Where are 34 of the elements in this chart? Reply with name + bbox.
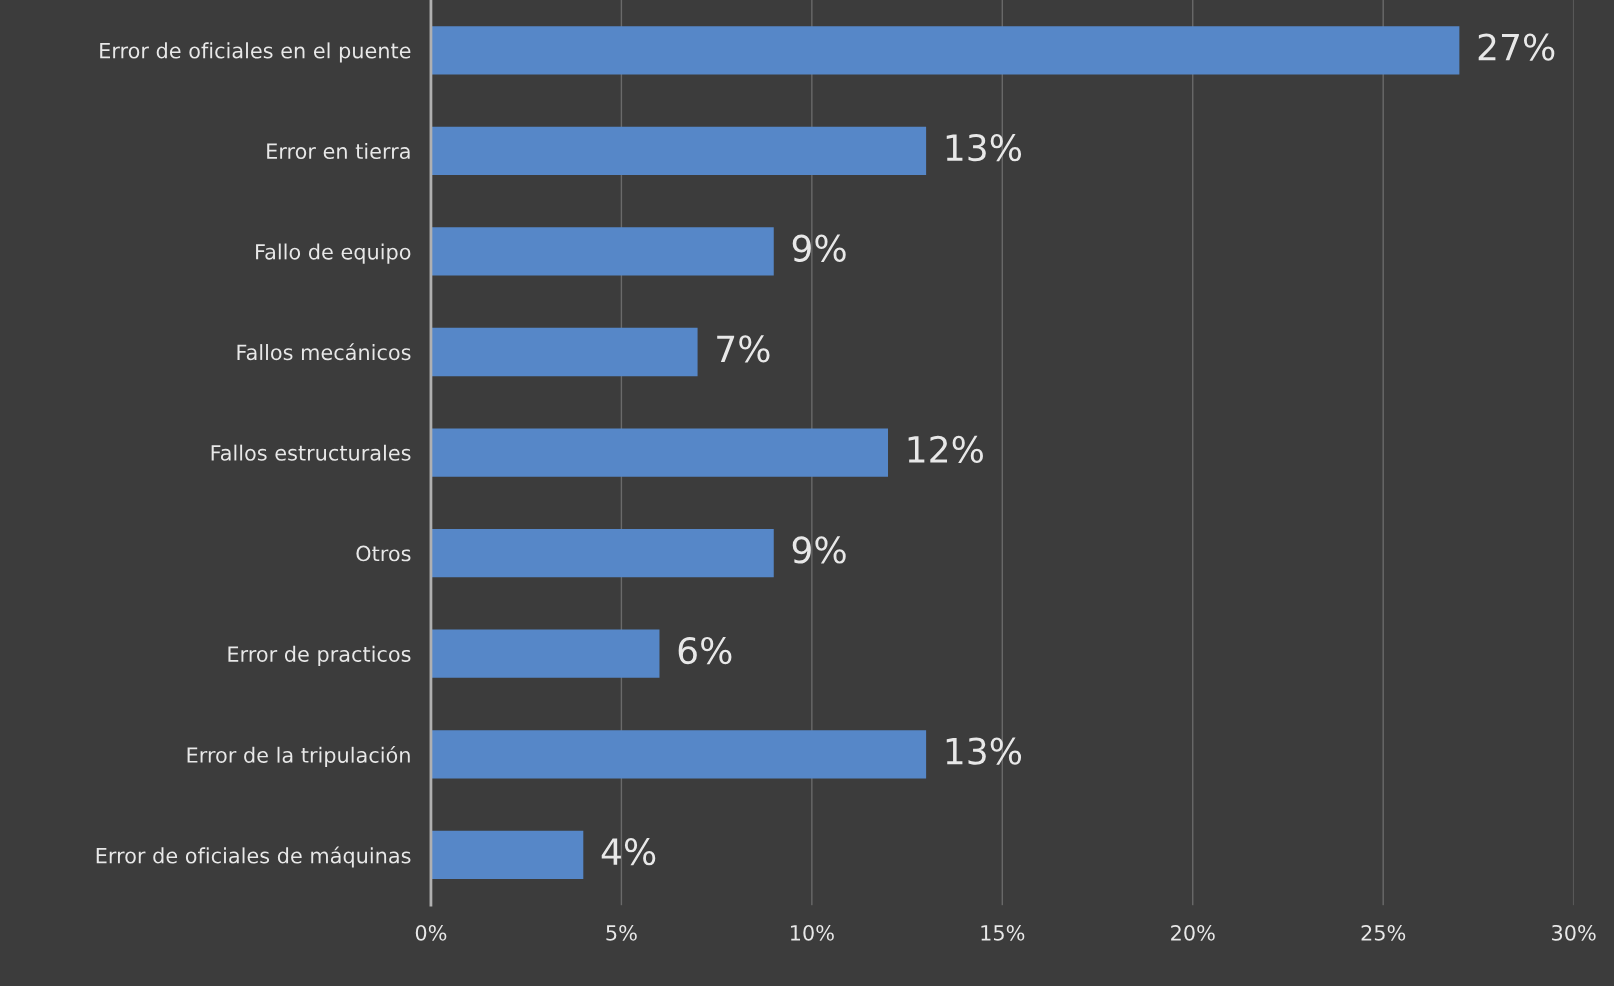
data-label: 9% bbox=[792, 536, 846, 564]
data-label: 13% bbox=[946, 737, 1022, 765]
y-tick-label: Error en tierra bbox=[267, 142, 410, 160]
y-tick-label: Error de oficiales en el puente bbox=[100, 42, 411, 63]
data-label: 6% bbox=[678, 636, 732, 665]
bar bbox=[430, 227, 774, 276]
y-tick-label: Fallos mecánicos bbox=[237, 343, 411, 361]
x-tick-label: 25% bbox=[1361, 924, 1406, 941]
x-tick-label: 10% bbox=[790, 924, 834, 941]
y-tick-label: Error de practicos bbox=[228, 645, 411, 666]
bar bbox=[430, 428, 889, 477]
bar bbox=[430, 26, 1460, 75]
y-tick-label: Error de oficiales de máquinas bbox=[96, 846, 411, 868]
y-tick-label: Fallo de equipo bbox=[256, 243, 411, 264]
y-tick-label: Otros bbox=[356, 545, 411, 562]
x-tick-label: 0% bbox=[415, 924, 447, 941]
data-label: 12% bbox=[908, 435, 983, 464]
bar bbox=[430, 730, 927, 779]
data-label: 9% bbox=[792, 234, 846, 262]
bar bbox=[430, 529, 774, 578]
x-tick-label: 20% bbox=[1171, 924, 1215, 941]
x-tick-label: 5% bbox=[606, 924, 637, 941]
x-tick-label: 30% bbox=[1552, 924, 1596, 941]
data-label: 7% bbox=[717, 335, 770, 363]
x-tick-label: 15% bbox=[981, 924, 1025, 941]
bar bbox=[430, 126, 927, 175]
y-tick-label: Fallos estructurales bbox=[211, 444, 411, 461]
data-label: 27% bbox=[1478, 33, 1555, 61]
data-label: 4% bbox=[601, 838, 656, 866]
bar bbox=[430, 327, 698, 377]
bar bbox=[430, 629, 660, 678]
y-tick-label: Error de la tripulación bbox=[187, 745, 410, 767]
bar bbox=[430, 830, 584, 879]
data-label: 13% bbox=[946, 134, 1022, 162]
